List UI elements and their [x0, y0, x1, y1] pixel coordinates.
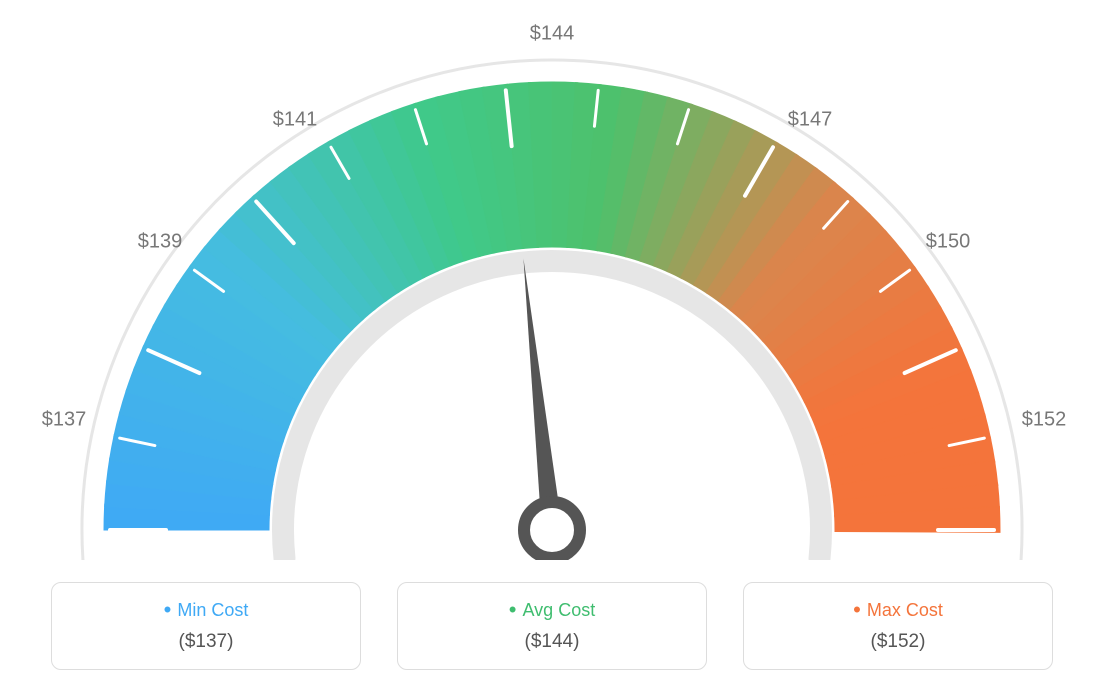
gauge-tick-label: $139	[138, 231, 183, 254]
gauge-tick-label: $141	[273, 109, 318, 132]
legend-min-title: Min Cost	[62, 597, 350, 623]
legend-avg-title: Avg Cost	[408, 597, 696, 623]
legend-min-value: ($137)	[62, 631, 350, 653]
legend-row: Min Cost ($137) Avg Cost ($144) Max Cost…	[0, 582, 1104, 670]
legend-card-min: Min Cost ($137)	[51, 582, 361, 670]
legend-max-value: ($152)	[754, 631, 1042, 653]
legend-avg-value: ($144)	[408, 631, 696, 653]
gauge-tick-label: $144	[530, 23, 575, 46]
gauge-tick-label: $147	[788, 109, 833, 132]
legend-card-avg: Avg Cost ($144)	[397, 582, 707, 670]
gauge-tick-label: $137	[42, 409, 87, 432]
legend-card-max: Max Cost ($152)	[743, 582, 1053, 670]
gauge-tick-label: $150	[926, 231, 971, 254]
legend-max-title: Max Cost	[754, 597, 1042, 623]
gauge-tick-label: $152	[1022, 409, 1067, 432]
cost-gauge: $137 $139 $141 $144 $147 $150 $152	[0, 0, 1104, 560]
gauge-svg	[0, 0, 1104, 560]
